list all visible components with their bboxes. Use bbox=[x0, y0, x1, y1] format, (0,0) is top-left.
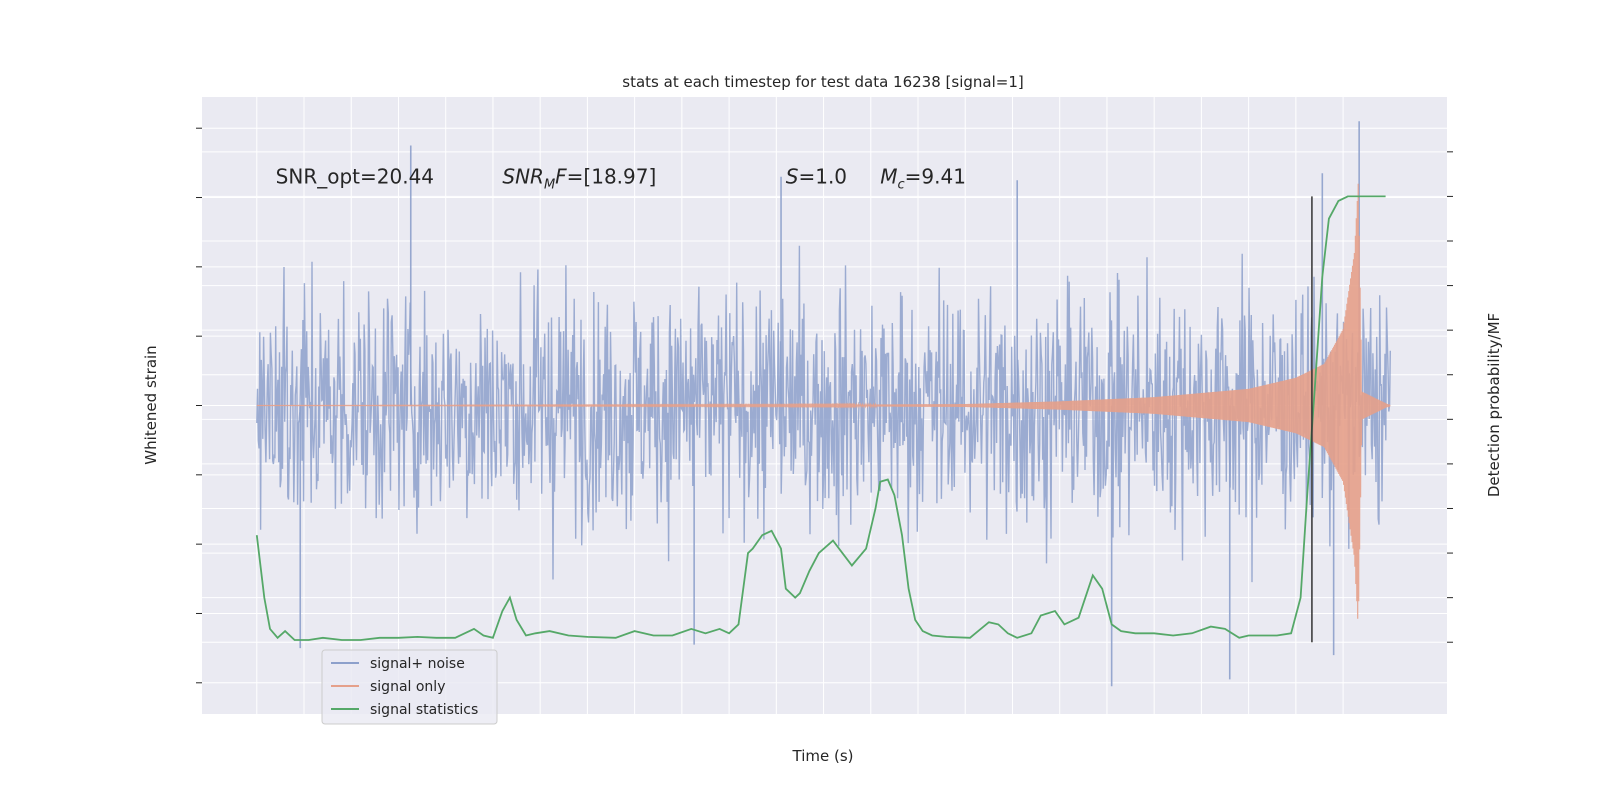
statistics-line bbox=[255, 195, 1386, 641]
annotation-part: SNR_opt=20.44 bbox=[276, 165, 434, 189]
legend-label-signal-plus-noise: signal+ noise bbox=[370, 656, 465, 672]
annotations: SNR_opt=20.44 SNRMF=[18.97] S=1.0 Mc=9.41 bbox=[276, 165, 966, 193]
annotation-part: SNR bbox=[502, 165, 544, 189]
annotation-part: M bbox=[544, 178, 555, 193]
chirp-trace bbox=[256, 183, 1391, 619]
annotation-part: =1.0 bbox=[798, 165, 847, 189]
legend: signal+ noise signal only signal statist… bbox=[321, 649, 498, 725]
annotation-1: SNRMF=[18.97] bbox=[502, 165, 656, 193]
x-axis-label: Time (s) bbox=[792, 747, 854, 765]
chart-title: stats at each timestep for test data 162… bbox=[622, 73, 1023, 91]
annotation-0: SNR_opt=20.44 bbox=[276, 165, 434, 189]
annotation-part: S bbox=[786, 165, 799, 189]
noise-trace bbox=[256, 245, 1391, 583]
annotation-part: M bbox=[880, 165, 897, 189]
legend-label-signal-statistics: signal statistics bbox=[370, 702, 478, 718]
annotation-part: F bbox=[555, 165, 567, 189]
annotation-part: =9.41 bbox=[905, 165, 966, 189]
y2-axis-label: Detection probability/MF bbox=[1485, 313, 1503, 497]
annotation-part: =[18.97] bbox=[567, 165, 657, 189]
signal-only-series bbox=[256, 183, 1391, 619]
annotation-2: S=1.0 bbox=[786, 165, 847, 189]
y2-axis-ticks bbox=[1447, 151, 1453, 643]
y-axis-ticks bbox=[196, 127, 202, 684]
legend-label-signal-only: signal only bbox=[370, 679, 445, 695]
y-axis-label: Whitened strain bbox=[142, 345, 160, 464]
annotation-part: c bbox=[897, 178, 904, 193]
legend-box bbox=[321, 649, 498, 725]
annotation-3: Mc=9.41 bbox=[880, 165, 966, 193]
signal-statistics-series bbox=[255, 195, 1386, 643]
